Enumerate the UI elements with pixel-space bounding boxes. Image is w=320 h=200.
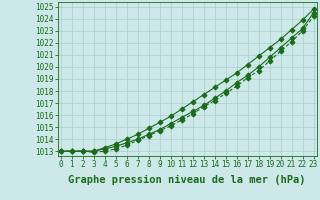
X-axis label: Graphe pression niveau de la mer (hPa): Graphe pression niveau de la mer (hPa)	[68, 175, 306, 185]
